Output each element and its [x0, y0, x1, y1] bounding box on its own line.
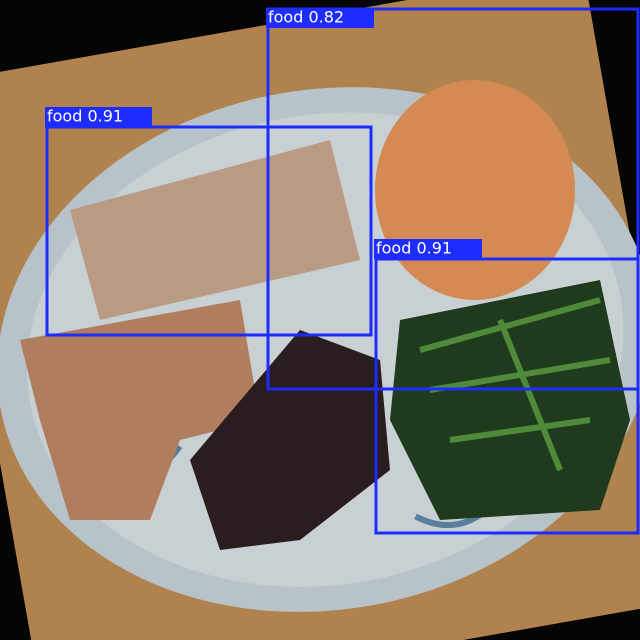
fried-tofu-pieces	[20, 300, 260, 520]
bounding-box	[374, 257, 640, 535]
detection-label: food 0.82	[268, 8, 344, 27]
bounding-box	[266, 7, 640, 391]
label-background	[45, 107, 152, 127]
bounding-box	[45, 125, 373, 337]
detection-label: food 0.91	[47, 107, 123, 126]
dark-food	[190, 330, 390, 550]
greens-stems	[419, 297, 611, 472]
detection-label: food 0.91	[376, 239, 452, 258]
greens	[390, 280, 630, 520]
croquette	[375, 80, 575, 300]
fried-tofu	[70, 140, 360, 320]
label-background	[266, 8, 374, 28]
label-background	[374, 239, 482, 259]
